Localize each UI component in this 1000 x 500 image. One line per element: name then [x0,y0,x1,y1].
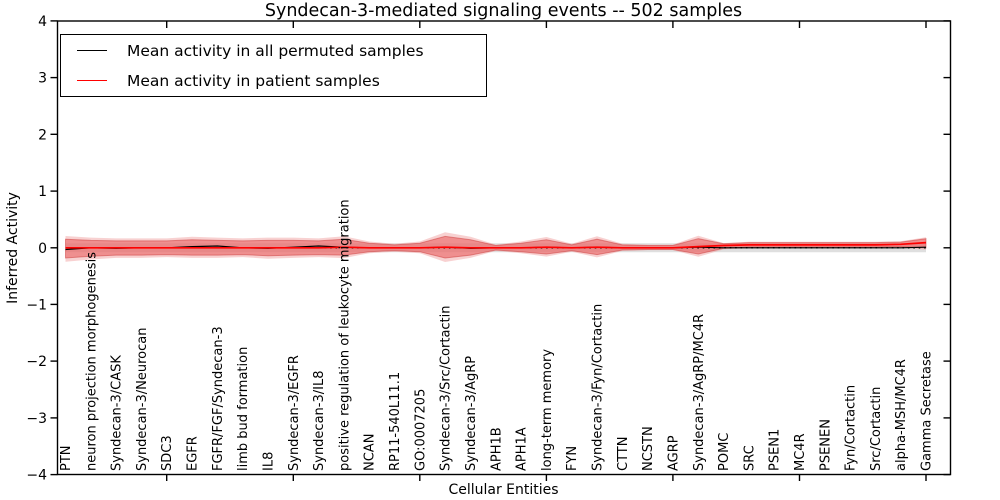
patient-mean-line [65,241,927,249]
x-tick-label: neuron projection morphogenesis [84,252,99,471]
tick-label-layer: −4 −3 −2 −1 0 1 2 3 4 PTN neuron projection morpho… [26,14,934,484]
x-tick-label: RP11-540L11.1 [388,372,403,471]
legend-label: Mean activity in patient samples [127,71,380,90]
x-tick-label: SDC3 [160,435,175,471]
tick-layer [50,20,951,481]
x-tick-label: PSEN1 [768,429,783,471]
y-tick-label: −4 [26,468,47,484]
legend-entry-permuted: Mean activity in all permuted samples [61,36,486,65]
y-tick-label: −1 [26,297,47,313]
x-axis-title: Cellular Entities [448,482,559,498]
x-tick-label: AGRP [666,435,681,471]
y-tick-label: 4 [38,14,47,30]
chart-title: Syndecan-3-mediated signaling events -- … [264,1,743,21]
x-tick-label: SRC [742,445,757,471]
x-tick-label: Syndecan-3/Neurocan [135,328,150,471]
y-tick-label: −2 [26,354,47,370]
x-tick-label: limb bud formation [236,347,251,471]
x-tick-label: CTTN [616,437,631,471]
y-tick-label: 2 [38,127,47,143]
x-tick-label: Gamma Secretase [920,351,935,471]
legend-box: Mean activity in all permuted samples Me… [60,34,487,97]
x-tick-label: APH1A [515,427,530,471]
x-tick-label: Src/Cortactin [869,387,884,471]
legend-entry-patient: Mean activity in patient samples [61,66,486,95]
x-tick-label: Syndecan-3/Src/Cortactin [439,305,454,471]
x-tick-label: GO:0007205 [413,389,428,471]
y-tick-label: 1 [38,184,47,200]
x-tick-label: long-term memory [540,349,555,471]
x-tick-label: Fyn/Cortactin [844,385,859,471]
x-tick-label: NCAN [363,434,378,471]
x-tick-label: NCSTN [641,426,656,471]
x-tick-label: Syndecan-3/CASK [110,355,125,471]
x-tick-label: Syndecan-3/EGFR [287,355,302,471]
x-tick-label: PTN [59,445,74,471]
x-tick-label: APH1B [489,427,504,471]
x-tick-label: Syndecan-3/IL8 [312,371,327,471]
x-tick-label: EGFR [186,436,201,471]
x-tick-label: PSENEN [818,419,833,471]
x-tick-label: Syndecan-3/AgRP [464,356,479,471]
x-tick-label: POMC [717,433,732,471]
y-tick-label: 3 [38,71,47,87]
x-tick-label: FYN [565,446,580,471]
x-tick-label: FGFR/FGF/Syndecan-3 [211,326,226,471]
legend-label: Mean activity in all permuted samples [127,41,424,60]
y-tick-label: −3 [26,411,47,427]
patient-line-swatch [77,80,107,81]
x-tick-label: alpha-MSH/MC4R [894,359,909,471]
y-axis-title: Inferred Activity [5,192,21,304]
x-tick-label: Syndecan-3/AgRP/MC4R [692,314,707,471]
y-tick-label: 0 [38,241,47,257]
permuted-line-swatch [77,50,107,51]
x-tick-label: positive regulation of leukocyte migrati… [337,199,352,471]
x-tick-label: IL8 [262,452,277,471]
line-layer [65,241,927,251]
x-tick-label: Syndecan-3/Fyn/Cortactin [591,304,606,471]
x-tick-label: MC4R [793,433,808,471]
